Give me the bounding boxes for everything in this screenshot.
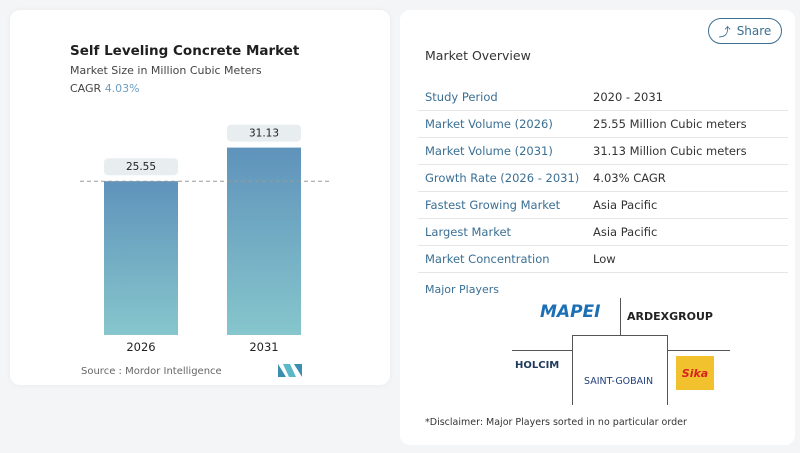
row-label: Growth Rate (2026 - 2031) (425, 171, 580, 185)
row-value: 4.03% CAGR (593, 171, 666, 185)
row-label: Market Volume (2031) (425, 144, 553, 158)
x-tick-label: 2026 (126, 340, 155, 354)
row-label: Study Period (425, 90, 498, 104)
disclaimer: *Disclaimer: Major Players sorted in no … (425, 417, 687, 428)
overview-row: Study Period 2020 - 2031 (418, 84, 788, 111)
cagr-value: 4.03% (104, 82, 140, 95)
overview-title: Market Overview (425, 48, 531, 63)
mordor-logo-icon (278, 364, 302, 377)
major-players-title: Major Players (425, 283, 499, 296)
overview-row: Fastest Growing Market Asia Pacific (418, 192, 788, 219)
bar-2031 (227, 147, 301, 335)
overview-row: Market Concentration Low (418, 246, 788, 273)
chart-title: Self Leveling Concrete Market (70, 43, 300, 59)
row-label: Market Concentration (425, 252, 550, 266)
row-label: Largest Market (425, 225, 512, 239)
row-value: Asia Pacific (593, 225, 658, 239)
cagr-label: CAGR (70, 82, 102, 95)
row-value: Low (593, 252, 616, 266)
chart-card (10, 10, 390, 385)
bar-2026 (104, 181, 178, 335)
row-value: 31.13 Million Cubic meters (593, 144, 747, 158)
overview-row: Growth Rate (2026 - 2031) 4.03% CAGR (418, 165, 788, 192)
data-label-box (104, 158, 178, 176)
share-icon: ⤴ (718, 24, 731, 39)
row-value: 2020 - 2031 (593, 90, 663, 104)
mapei-logo: MAPEI (540, 302, 601, 322)
x-tick-label: 2031 (249, 340, 278, 354)
overview-row: Market Volume (2031) 31.13 Million Cubic … (418, 138, 788, 165)
overview-card (400, 10, 795, 445)
source-text: Source : Mordor Intelligence (81, 366, 222, 377)
row-label: Market Volume (2026) (425, 117, 553, 131)
sika-logo: Sika (676, 356, 714, 390)
data-label-box (227, 124, 301, 142)
bar-chart: 25.55 2026 31.13 2031 (80, 124, 330, 354)
row-label: Fastest Growing Market (425, 198, 561, 212)
overview-row: Market Volume (2026) 25.55 Million Cubic … (418, 111, 788, 138)
data-label: 25.55 (126, 161, 156, 173)
ardex-logo: ARDEXGROUP (627, 310, 713, 323)
row-value: 25.55 Million Cubic meters (593, 117, 747, 131)
chart-subtitle: Market Size in Million Cubic Meters (70, 64, 262, 77)
holcim-logo: HOLCIM (515, 360, 560, 371)
row-value: Asia Pacific (593, 198, 658, 212)
share-button[interactable]: ⤴ Share (708, 18, 782, 44)
overview-row: Largest Market Asia Pacific (418, 219, 788, 246)
saint-gobain-logo: SAINT-GOBAIN (584, 376, 654, 387)
cagr: CAGR 4.03% (70, 82, 140, 95)
data-label: 31.13 (249, 128, 279, 140)
share-label: Share (736, 24, 772, 38)
